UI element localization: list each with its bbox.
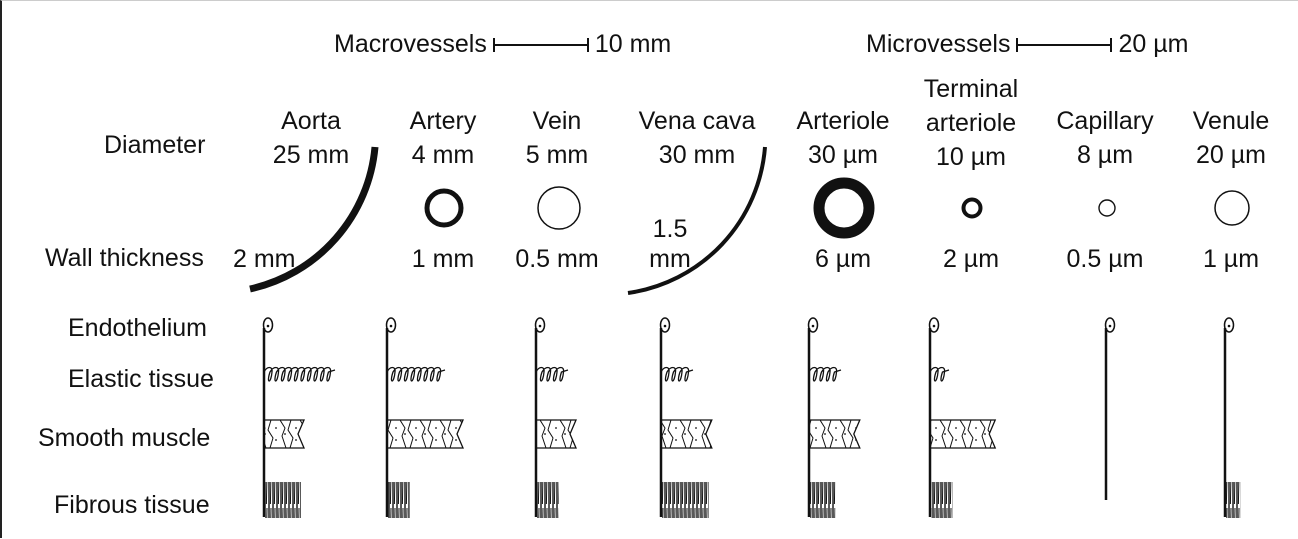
aorta-elastic-tissue bbox=[263, 366, 336, 382]
wall-thickness-vena-cava-unit: mm bbox=[649, 245, 691, 273]
vessel-name-artery: Artery bbox=[409, 107, 477, 135]
wall-thickness-vena-cava-value: 1.5 bbox=[652, 215, 688, 243]
aorta-endothelial-nucleus bbox=[266, 324, 270, 328]
vessel-name-capillary: Capillary bbox=[1056, 107, 1154, 135]
vessel-name-terminal: Terminal bbox=[923, 75, 1019, 103]
microvessels-scale-bar bbox=[1016, 37, 1113, 52]
vessel-diameter-artery: 4 mm bbox=[411, 141, 475, 169]
wall-thickness-terminal-arteriole: 2 µm bbox=[942, 245, 1000, 273]
vein-endothelial-cell bbox=[534, 317, 546, 333]
arteriole-endothelial-nucleus bbox=[811, 324, 815, 328]
capillary-endothelial-cell bbox=[1104, 317, 1116, 333]
vessel-name-venule: Venule bbox=[1192, 107, 1270, 135]
macrovessels-label: Macrovessels bbox=[334, 30, 487, 58]
terminal-arteriole-cross-section bbox=[961, 197, 983, 219]
vessel-diameter-venule: 20 µm bbox=[1196, 141, 1266, 169]
vessel-diameter-aorta: 25 mm bbox=[272, 141, 350, 169]
arteriole-endothelial-cell bbox=[807, 317, 819, 333]
vein-fibrous-tissue bbox=[537, 482, 559, 518]
arteriole-cross-section bbox=[813, 177, 875, 239]
wall-thickness-venule: 1 µm bbox=[1202, 245, 1260, 273]
terminal-arteriole-endothelial-nucleus bbox=[932, 324, 936, 328]
vena-cava-fibrous-tissue bbox=[662, 482, 709, 518]
wall-thickness-capillary: 0.5 µm bbox=[1066, 245, 1144, 273]
aorta-wall-arc bbox=[249, 146, 379, 293]
artery-endothelial-nucleus bbox=[389, 324, 393, 328]
artery-cross-section bbox=[424, 188, 464, 228]
capillary-endothelial-nucleus bbox=[1108, 324, 1112, 328]
terminal-arteriole-endothelial-cell bbox=[928, 317, 940, 333]
vein-endothelial-nucleus bbox=[538, 324, 542, 328]
artery-elastic-tissue bbox=[386, 366, 446, 382]
wall-layers bbox=[262, 317, 1241, 518]
vein-elastic-tissue bbox=[535, 366, 569, 382]
vessel-name-vein: Vein bbox=[532, 107, 582, 135]
vena-cava-elastic-tissue bbox=[660, 366, 694, 382]
artery-endothelial-cell bbox=[385, 317, 397, 333]
macrovessels-scale: Macrovessels 10 mm bbox=[334, 30, 671, 59]
vessel-name-arteriole-2: arteriole bbox=[925, 109, 1017, 137]
microvessels-scale: Microvessels 20 µm bbox=[866, 30, 1188, 59]
row-label-smooth-muscle: Smooth muscle bbox=[38, 424, 211, 452]
arteriole-smooth-muscle bbox=[808, 419, 861, 449]
vena-cava-smooth-muscle bbox=[660, 419, 713, 449]
wall-thickness-aorta: 2 mm bbox=[233, 245, 296, 273]
macrovessels-scale-bar bbox=[492, 37, 589, 52]
row-label-endothelium: Endothelium bbox=[68, 314, 207, 342]
artery-fibrous-tissue bbox=[388, 482, 410, 518]
aorta-smooth-muscle bbox=[263, 419, 305, 449]
artery-smooth-muscle bbox=[386, 419, 464, 449]
row-label-diameter: Diameter bbox=[104, 131, 206, 159]
terminal-arteriole-elastic-tissue bbox=[929, 366, 950, 382]
terminal-arteriole-fibrous-tissue bbox=[931, 482, 953, 518]
vessel-diameter-vena-cava: 30 mm bbox=[658, 141, 736, 169]
arteriole-elastic-tissue bbox=[808, 366, 842, 382]
wall-thickness-arteriole: 6 µm bbox=[814, 245, 872, 273]
row-label-wall-thickness: Wall thickness bbox=[45, 244, 204, 272]
row-label-fibrous-tissue: Fibrous tissue bbox=[54, 491, 210, 519]
vessel-name-arteriole: Arteriole bbox=[796, 107, 890, 135]
vessel-diameter-arteriole: 30 µm bbox=[808, 141, 878, 169]
wall-thickness-artery: 1 mm bbox=[411, 245, 475, 273]
row-label-elastic-tissue: Elastic tissue bbox=[68, 365, 214, 393]
vessel-diameter-terminal-arteriole: 10 µm bbox=[936, 143, 1006, 171]
vena-cava-endothelial-nucleus bbox=[663, 324, 667, 328]
vessel-diameter-vein: 5 mm bbox=[525, 141, 589, 169]
capillary-cross-section bbox=[1098, 199, 1116, 217]
terminal-arteriole-smooth-muscle bbox=[929, 419, 997, 449]
vena-cava-wall-arc bbox=[627, 146, 767, 295]
venule-fibrous-tissue bbox=[1226, 482, 1241, 518]
vessel-name-vena-cava: Vena cava bbox=[638, 107, 756, 135]
aorta-endothelial-cell bbox=[262, 317, 274, 333]
vena-cava-endothelial-cell bbox=[659, 317, 671, 333]
venule-endothelial-nucleus bbox=[1227, 324, 1231, 328]
arteriole-fibrous-tissue bbox=[810, 482, 836, 518]
venule-endothelial-cell bbox=[1223, 317, 1235, 333]
aorta-fibrous-tissue bbox=[265, 482, 301, 518]
vessel-diameter-capillary: 8 µm bbox=[1076, 141, 1134, 169]
wall-thickness-vein: 0.5 mm bbox=[515, 245, 599, 273]
vein-smooth-muscle bbox=[535, 419, 577, 449]
venule-cross-section bbox=[1214, 190, 1250, 226]
vein-cross-section bbox=[537, 186, 581, 230]
macrovessels-scale-value: 10 mm bbox=[594, 30, 672, 58]
microvessels-label: Microvessels bbox=[866, 30, 1011, 58]
microvessels-scale-value: 20 µm bbox=[1118, 30, 1189, 58]
vessel-name-aorta: Aorta bbox=[281, 107, 341, 135]
